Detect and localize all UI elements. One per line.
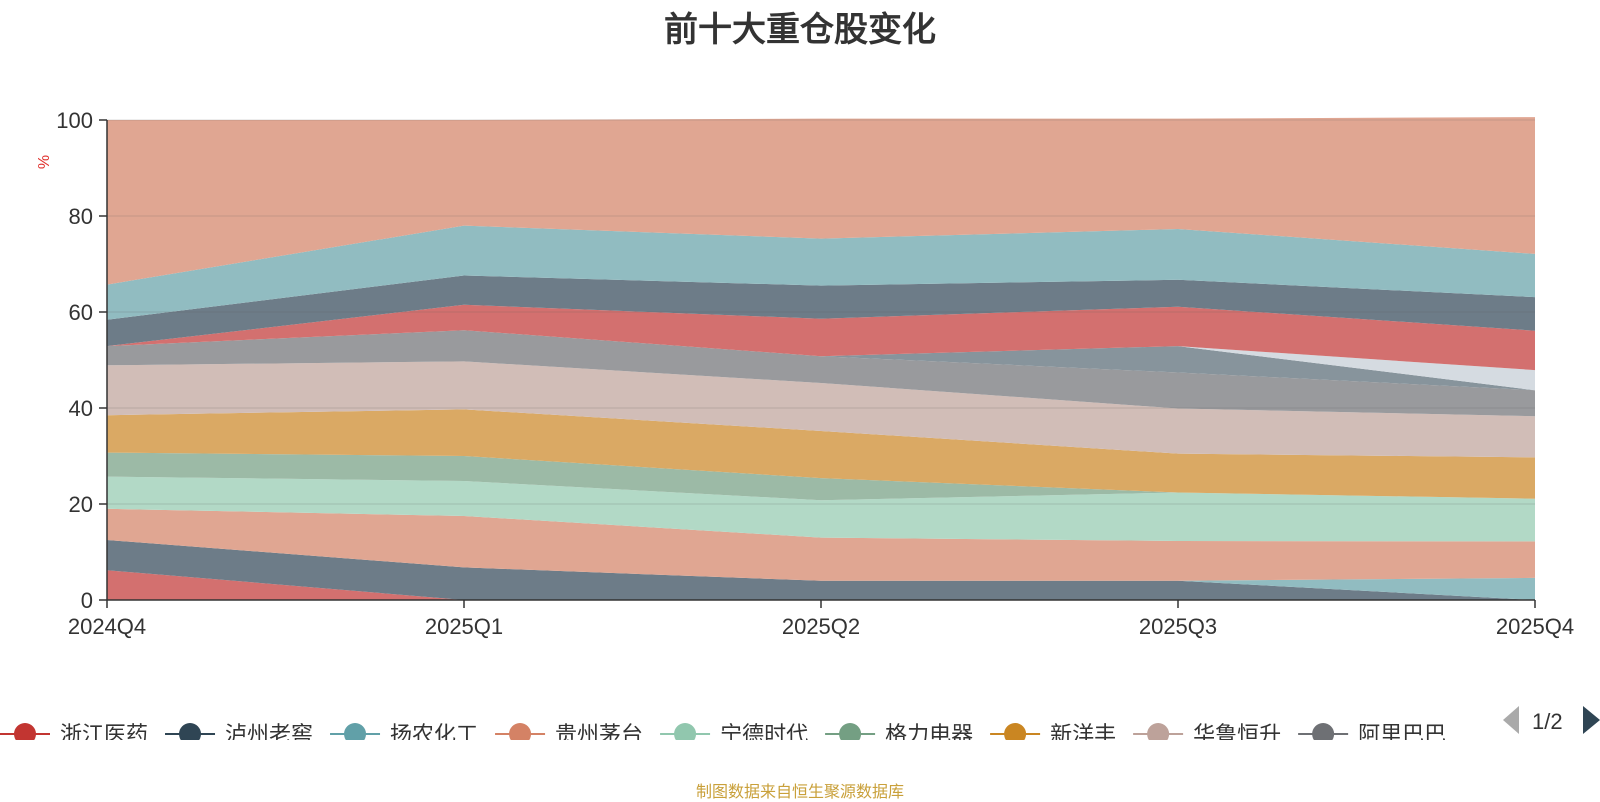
y-tick-label-3: 60 bbox=[69, 300, 93, 325]
legend-item-8[interactable]: 阿里巴巴 bbox=[1298, 723, 1446, 748]
legend-label: 宁德时代 bbox=[720, 723, 808, 748]
legend-marker-icon bbox=[344, 723, 367, 740]
area-series-6[interactable] bbox=[107, 409, 1535, 499]
legend-marker-icon bbox=[509, 723, 532, 740]
legend-item-1[interactable]: 泸州老窖 bbox=[165, 723, 313, 748]
legend-item-5[interactable]: 格力电器 bbox=[825, 723, 973, 748]
legend-label: 新洋丰 bbox=[1050, 723, 1116, 748]
legend-label: 华鲁恒升 bbox=[1193, 723, 1281, 748]
area-series-1[interactable] bbox=[107, 540, 1535, 600]
legend-item-3[interactable]: 贵州茅台 bbox=[495, 723, 643, 748]
legend-marker-icon bbox=[14, 723, 36, 740]
legend-item-6[interactable]: 新洋丰 bbox=[990, 723, 1116, 748]
legend-label: 扬农化工 bbox=[390, 723, 478, 748]
y-axis-label: % bbox=[36, 155, 53, 169]
legend-item-0[interactable]: 浙江医药 bbox=[0, 723, 148, 748]
x-tick-label-3: 2025Q3 bbox=[1139, 614, 1217, 639]
legend-marker-icon bbox=[179, 723, 202, 740]
area-series-8[interactable] bbox=[107, 330, 1535, 417]
x-tick-label-1: 2025Q1 bbox=[425, 614, 503, 639]
area-series-3[interactable] bbox=[107, 508, 1535, 581]
area-series-7[interactable] bbox=[107, 361, 1535, 458]
area-series-9[interactable] bbox=[107, 330, 1535, 391]
legend-label: 贵州茅台 bbox=[555, 723, 643, 748]
legend-prev-icon[interactable] bbox=[1503, 706, 1519, 734]
legend-marker-icon bbox=[1147, 723, 1170, 740]
y-tick-label-4: 80 bbox=[69, 204, 93, 229]
area-series-13[interactable] bbox=[107, 225, 1535, 320]
grid-lines bbox=[107, 119, 1535, 505]
legend-label: 格力电器 bbox=[885, 723, 973, 748]
area-series-12[interactable] bbox=[107, 275, 1535, 347]
legend-label: 泸州老窖 bbox=[225, 723, 313, 748]
area-series-14[interactable] bbox=[107, 117, 1535, 285]
y-tick-label-1: 20 bbox=[69, 492, 93, 517]
source-footnote: 制图数据来自恒生聚源数据库 bbox=[695, 782, 904, 801]
y-tick-label-0: 0 bbox=[81, 588, 93, 613]
area-series-11[interactable] bbox=[107, 304, 1535, 371]
legend-marker-icon bbox=[839, 723, 862, 740]
legend-item-4[interactable]: 宁德时代 bbox=[660, 723, 808, 748]
legend-label: 阿里巴巴 bbox=[1358, 723, 1446, 748]
legend-item-7[interactable]: 华鲁恒升 bbox=[1133, 723, 1281, 748]
y-tick-label-5: 100 bbox=[56, 108, 93, 133]
area-series-5[interactable] bbox=[107, 452, 1535, 501]
legend-pager: 1/2 bbox=[1503, 706, 1600, 734]
x-tick-label-4: 2025Q4 bbox=[1496, 614, 1574, 639]
legend-marker-icon bbox=[1312, 723, 1335, 740]
legend-page-indicator: 1/2 bbox=[1532, 709, 1563, 734]
chart-title: 前十大重仓股变化 bbox=[664, 10, 936, 50]
x-tick-label-2: 2025Q2 bbox=[782, 614, 860, 639]
legend-label: 浙江医药 bbox=[60, 723, 148, 748]
y-tick-label-2: 40 bbox=[69, 396, 93, 421]
axes: 0 20 40 60 80 100 2024Q4 2025Q1 2025Q2 2025Q3 2025… bbox=[36, 108, 1574, 639]
x-tick-label-0: 2024Q4 bbox=[68, 614, 146, 639]
legend-item-2[interactable]: 扬农化工 bbox=[330, 723, 478, 748]
area-series-0[interactable] bbox=[107, 570, 1535, 600]
area-series-4[interactable] bbox=[107, 476, 1535, 542]
area-layers bbox=[107, 117, 1535, 600]
legend-marker-icon bbox=[674, 723, 697, 740]
legend-next-icon[interactable] bbox=[1583, 706, 1600, 734]
legend-marker-icon bbox=[1004, 723, 1027, 740]
legend: 浙江医药 泸州老窖 扬农化工 贵州茅台 宁德时代 格力电器 新洋丰 华鲁恒升 阿里巴巴 bbox=[0, 723, 1446, 748]
